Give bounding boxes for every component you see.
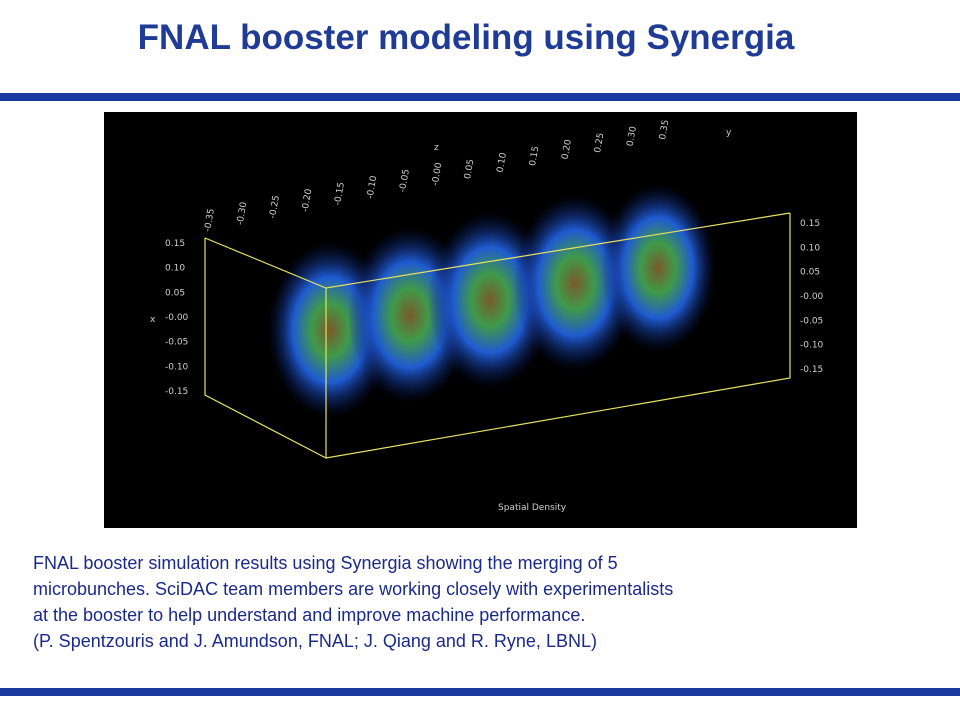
left-tick-label: 0.10 [165,264,185,274]
top-tick-label: 0.20 [561,138,574,160]
right-tick-label: 0.05 [800,268,820,278]
right-tick-label: -0.15 [800,365,823,375]
bunches [268,184,716,418]
top-tick-label: -0.00 [431,162,445,187]
top-tick-label: -0.05 [398,168,412,193]
top-tick-label: -0.30 [236,201,250,226]
body-line: at the booster to help understand and im… [33,605,586,625]
top-tick-label: -0.10 [366,175,380,200]
left-tick-label: -0.15 [165,387,188,397]
body-line: FNAL booster simulation results using Sy… [33,553,618,573]
right-tick-label: -0.00 [800,292,824,302]
right-tick-label: 0.10 [800,243,820,253]
top-tick-label: 0.15 [528,145,541,166]
left-tick-label: 0.05 [165,288,185,298]
y-axis-label: y [726,128,732,138]
simulation-figure: -0.35 -0.30 -0.25 -0.20 -0.15 -0.10 -0.05 -0.00… [104,112,857,528]
right-tick-label: 0.15 [800,219,820,229]
top-tick-label: -0.35 [203,208,217,233]
bunch [600,184,716,352]
left-tick-label: 0.15 [165,239,185,249]
slide-title: FNAL booster modeling using Synergia [137,18,795,57]
top-tick-label: 0.25 [593,132,606,153]
right-tick-label: -0.10 [800,341,824,351]
left-tick-label: -0.10 [165,362,189,372]
right-tick-label: -0.05 [800,316,823,326]
body-line: (P. Spentzouris and J. Amundson, FNAL; J… [33,631,597,651]
top-rule [0,93,960,101]
top-tick-label: -0.25 [268,195,282,220]
top-tick-label: -0.15 [333,182,347,207]
top-tick-label: 0.30 [626,125,639,147]
top-tick-label: 0.10 [496,152,509,174]
left-tick-label: -0.00 [165,313,189,323]
left-tick-label: -0.05 [165,338,188,348]
x-axis-label: x [150,315,156,325]
body-line: microbunches. SciDAC team members are wo… [33,579,674,599]
axis-ticks: -0.35 -0.30 -0.25 -0.20 -0.15 -0.10 -0.05 -0.00… [165,119,824,397]
bottom-rule [0,688,960,696]
top-tick-label: -0.20 [301,188,315,213]
figure-caption: Spatial Density [498,503,567,513]
z-axis-label: z [434,143,439,153]
top-tick-label: 0.35 [658,119,671,140]
top-tick-label: 0.05 [463,158,476,179]
wireframe-box [204,212,791,459]
